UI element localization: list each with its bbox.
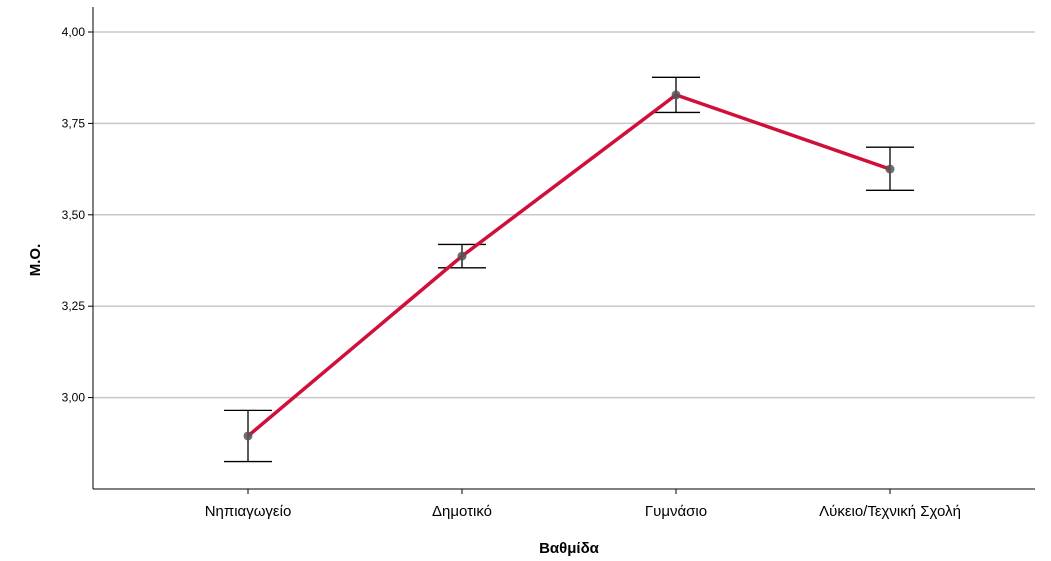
x-tick-label: Γυμνάσιο (645, 503, 707, 520)
data-point (457, 251, 467, 261)
data-point (671, 90, 681, 100)
data-points (243, 90, 895, 441)
data-point (243, 431, 253, 441)
data-point (885, 164, 895, 174)
axes (92, 7, 1035, 490)
x-tick-label: Δημοτικό (432, 503, 492, 520)
error-bars (224, 76, 914, 463)
y-axis-ticks: 3,00 3,25 3,50 3,75 4,00 (62, 25, 93, 405)
y-tick-label: 3,50 (62, 208, 86, 222)
x-axis-ticks: Νηπιαγωγείο Δημοτικό Γυμνάσιο Λύκειο/Τεχνικ… (205, 489, 961, 520)
series-lines (246, 93, 891, 438)
y-tick-label: 3,25 (62, 299, 86, 313)
x-tick-label: Λύκειο/Τεχνική Σχολή (819, 503, 961, 520)
y-tick-label: 4,00 (62, 25, 86, 39)
gridlines (93, 31, 1035, 399)
x-tick-label: Νηπιαγωγείο (205, 503, 292, 520)
x-axis-title: Βαθμίδα (539, 540, 600, 557)
y-tick-label: 3,00 (62, 391, 86, 405)
y-axis-title: Μ.Ο. (27, 244, 44, 277)
y-tick-label: 3,75 (62, 116, 86, 130)
series-line (246, 93, 891, 438)
